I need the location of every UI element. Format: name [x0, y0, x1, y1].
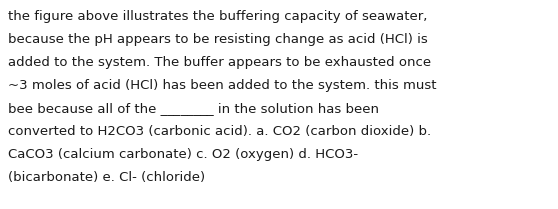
- Text: ~3 moles of acid (HCl) has been added to the system. this must: ~3 moles of acid (HCl) has been added to…: [8, 79, 436, 92]
- Text: converted to H2CO3 (carbonic acid). a. CO2 (carbon dioxide) b.: converted to H2CO3 (carbonic acid). a. C…: [8, 125, 431, 138]
- Text: because the pH appears to be resisting change as acid (HCl) is: because the pH appears to be resisting c…: [8, 33, 428, 46]
- Text: (bicarbonate) e. Cl- (chloride): (bicarbonate) e. Cl- (chloride): [8, 171, 205, 184]
- Text: bee because all of the ________ in the solution has been: bee because all of the ________ in the s…: [8, 102, 379, 115]
- Text: added to the system. The buffer appears to be exhausted once: added to the system. The buffer appears …: [8, 56, 431, 69]
- Text: the figure above illustrates the buffering capacity of seawater,: the figure above illustrates the bufferi…: [8, 10, 427, 23]
- Text: CaCO3 (calcium carbonate) c. O2 (oxygen) d. HCO3-: CaCO3 (calcium carbonate) c. O2 (oxygen)…: [8, 148, 358, 161]
